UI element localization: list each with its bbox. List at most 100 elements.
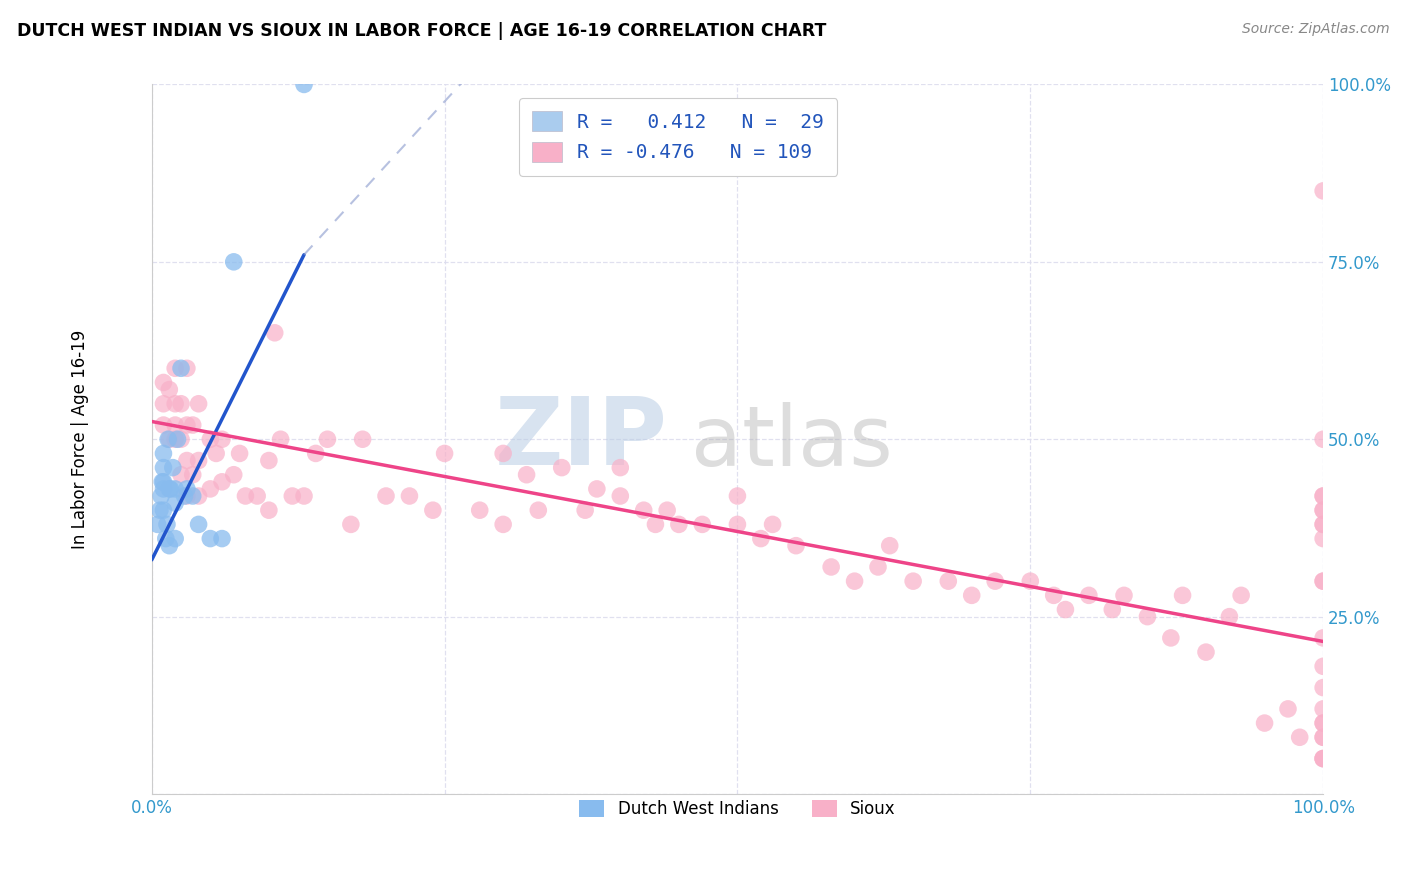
Point xyxy=(1312,731,1334,745)
Point xyxy=(527,503,550,517)
Point xyxy=(1312,659,1334,673)
Point xyxy=(200,432,222,446)
Point xyxy=(187,517,209,532)
Point xyxy=(152,446,174,460)
Point xyxy=(292,78,315,92)
Point xyxy=(181,418,204,433)
Point xyxy=(159,482,181,496)
Point xyxy=(152,418,174,433)
Point xyxy=(157,482,180,496)
Point xyxy=(170,467,193,482)
Point xyxy=(1277,702,1299,716)
Point xyxy=(165,482,187,496)
Point xyxy=(433,446,456,460)
Point xyxy=(152,482,174,496)
Point xyxy=(157,432,180,446)
Point xyxy=(1312,489,1334,503)
Point xyxy=(173,489,195,503)
Point xyxy=(1019,574,1042,589)
Point xyxy=(574,503,596,517)
Point xyxy=(960,588,983,602)
Point xyxy=(235,489,257,503)
Point xyxy=(1312,716,1334,731)
Point xyxy=(901,574,924,589)
Text: ZIP: ZIP xyxy=(495,393,668,485)
Point xyxy=(270,432,292,446)
Point xyxy=(155,532,177,546)
Text: atlas: atlas xyxy=(690,402,893,483)
Point xyxy=(725,489,748,503)
Point xyxy=(1054,602,1077,616)
Point xyxy=(609,460,631,475)
Point xyxy=(187,489,209,503)
Point xyxy=(1312,503,1334,517)
Point xyxy=(1112,588,1135,602)
Point xyxy=(725,517,748,532)
Text: Source: ZipAtlas.com: Source: ZipAtlas.com xyxy=(1241,22,1389,37)
Point xyxy=(263,326,285,340)
Point xyxy=(152,475,174,489)
Y-axis label: In Labor Force | Age 16-19: In Labor Force | Age 16-19 xyxy=(72,330,89,549)
Point xyxy=(1312,681,1334,695)
Point xyxy=(352,432,374,446)
Point xyxy=(181,489,204,503)
Point xyxy=(176,361,198,376)
Legend: Dutch West Indians, Sioux: Dutch West Indians, Sioux xyxy=(572,793,903,825)
Point xyxy=(205,446,228,460)
Point xyxy=(1312,731,1334,745)
Point xyxy=(228,446,250,460)
Point xyxy=(211,432,233,446)
Point xyxy=(1136,609,1159,624)
Point xyxy=(1230,588,1253,602)
Point xyxy=(157,539,180,553)
Point xyxy=(749,532,772,546)
Point xyxy=(551,460,574,475)
Point xyxy=(1312,517,1334,532)
Point xyxy=(1195,645,1218,659)
Point xyxy=(657,503,679,517)
Point xyxy=(157,383,180,397)
Point xyxy=(170,432,193,446)
Point xyxy=(1312,702,1334,716)
Point xyxy=(879,539,901,553)
Text: DUTCH WEST INDIAN VS SIOUX IN LABOR FORCE | AGE 16-19 CORRELATION CHART: DUTCH WEST INDIAN VS SIOUX IN LABOR FORC… xyxy=(17,22,827,40)
Point xyxy=(200,482,222,496)
Point xyxy=(1101,602,1123,616)
Point xyxy=(165,532,187,546)
Point xyxy=(1312,517,1334,532)
Point xyxy=(1312,751,1334,765)
Point xyxy=(165,432,187,446)
Point xyxy=(668,517,690,532)
Point xyxy=(984,574,1007,589)
Point xyxy=(422,503,444,517)
Point xyxy=(187,397,209,411)
Point xyxy=(170,397,193,411)
Point xyxy=(257,453,280,467)
Point xyxy=(150,489,173,503)
Point xyxy=(152,376,174,390)
Point xyxy=(1042,588,1064,602)
Point xyxy=(152,503,174,517)
Point xyxy=(1312,751,1334,765)
Point xyxy=(257,503,280,517)
Point xyxy=(340,517,363,532)
Point xyxy=(1312,574,1334,589)
Point xyxy=(176,453,198,467)
Point xyxy=(761,517,783,532)
Point xyxy=(165,397,187,411)
Point xyxy=(222,467,245,482)
Point xyxy=(644,517,666,532)
Point xyxy=(609,489,631,503)
Point xyxy=(1171,588,1194,602)
Point xyxy=(844,574,866,589)
Point xyxy=(187,453,209,467)
Point xyxy=(1312,574,1334,589)
Point xyxy=(1312,184,1334,198)
Point xyxy=(200,532,222,546)
Point xyxy=(820,560,842,574)
Point xyxy=(165,418,187,433)
Point xyxy=(633,503,655,517)
Point xyxy=(1253,716,1275,731)
Point xyxy=(292,489,315,503)
Point xyxy=(866,560,889,574)
